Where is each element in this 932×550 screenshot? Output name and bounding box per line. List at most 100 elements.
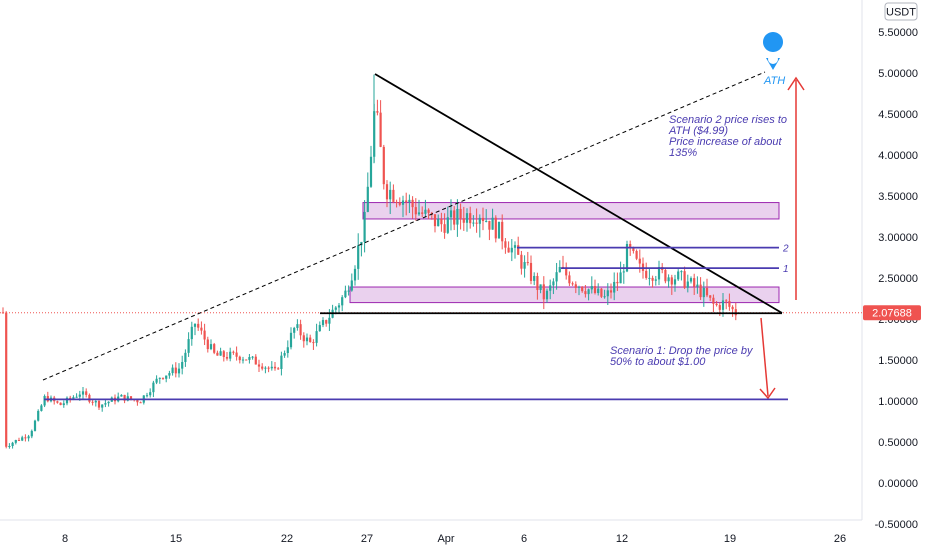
price-tag-label: 2.07688	[872, 308, 912, 320]
y-tick-label: 1.00000	[878, 396, 918, 408]
y-tick-label: 2.50000	[878, 273, 918, 285]
candle-body	[654, 279, 657, 281]
candle-body	[517, 245, 520, 255]
drawings-group: ATH Scenario 2 price rises to ATH ($4.99…	[42, 32, 805, 400]
candle-body	[491, 217, 494, 230]
candle-body	[347, 290, 350, 292]
candle-body	[81, 391, 85, 395]
candle-body	[629, 243, 632, 248]
candle-body	[504, 241, 507, 248]
candle-body	[101, 404, 104, 408]
scenario2-line-4: 135%	[669, 147, 697, 159]
candle-body	[446, 217, 449, 233]
candle-body	[88, 394, 91, 402]
candle-body	[37, 410, 40, 421]
y-tick-label: 5.50000	[878, 27, 918, 39]
candle-body	[584, 291, 587, 295]
candle-body	[161, 377, 165, 379]
candle-body	[40, 405, 43, 411]
candle-body	[193, 323, 197, 327]
candle-body	[357, 245, 360, 269]
candle-body	[62, 403, 65, 406]
candle-body	[139, 402, 142, 404]
y-axis-ticks: 5.50000 5.00000 4.50000 4.00000 3.50000 3.000…	[875, 27, 918, 531]
candle-body	[462, 218, 465, 223]
candle-body	[398, 202, 401, 205]
scenario1-arrow-head	[759, 387, 776, 400]
candle-body	[382, 146, 385, 185]
candle-body	[222, 351, 225, 358]
candle-body	[705, 287, 709, 296]
scenario2-line-1: Scenario 2 price rises to	[669, 114, 787, 126]
candle-body	[449, 210, 453, 218]
candle-body	[613, 281, 616, 293]
candle-body	[533, 275, 536, 281]
ath-label: ATH	[763, 75, 785, 87]
candle-body	[27, 436, 30, 439]
candle-body	[165, 375, 168, 379]
candle-body	[632, 247, 635, 252]
candle-body	[622, 271, 625, 273]
candle-body	[641, 263, 645, 271]
candle-body	[177, 368, 181, 374]
y-tick-label: 1.50000	[878, 355, 918, 367]
candle-body	[651, 277, 654, 281]
candle-body	[574, 284, 577, 288]
candle-body	[581, 286, 584, 292]
candle-body	[94, 400, 97, 403]
candle-body	[558, 267, 561, 273]
scenario2-line-3: Price increase of about	[669, 136, 782, 148]
x-tick-label: 27	[361, 533, 373, 545]
candle-body	[376, 111, 379, 113]
candle-body	[257, 364, 261, 367]
candle-body	[469, 213, 472, 224]
candle-body	[293, 327, 296, 333]
candle-body	[321, 320, 325, 326]
candle-body	[520, 254, 523, 269]
candle-body	[200, 327, 203, 331]
candle-body	[245, 359, 248, 361]
y-tick-label: -0.50000	[875, 519, 918, 531]
y-tick-label: 0.50000	[878, 437, 918, 449]
candle-body	[571, 283, 574, 285]
candle-body	[334, 307, 337, 310]
candle-body	[136, 399, 139, 403]
candle-body	[648, 277, 651, 279]
candle-body	[168, 373, 171, 376]
candle-body	[433, 214, 437, 227]
candle-body	[302, 335, 305, 342]
candle-body	[385, 184, 389, 200]
candle-body	[549, 285, 552, 291]
candle-body	[309, 337, 312, 343]
candle-body	[472, 222, 475, 224]
candle-body	[552, 281, 555, 286]
candle-body	[635, 251, 638, 259]
candle-body	[475, 222, 478, 224]
candle-body	[171, 367, 174, 374]
currency-badge	[884, 2, 918, 21]
candle-body	[638, 258, 641, 264]
candle-body	[670, 277, 673, 285]
candle-body	[555, 272, 558, 282]
candle-body	[667, 277, 670, 282]
y-tick-label: 3.50000	[878, 191, 918, 203]
candle-body	[219, 351, 222, 356]
candle-body	[328, 317, 331, 324]
x-axis-ticks: 8 15 22 27 Apr 6 12 19 26	[62, 533, 846, 545]
candle-body	[437, 218, 440, 227]
candle-body	[699, 284, 702, 298]
candle-body	[664, 269, 667, 282]
price-tag: 2.07688	[863, 305, 921, 321]
candle-body	[232, 351, 235, 353]
candle-body	[72, 397, 75, 399]
x-tick-label: 8	[62, 533, 68, 545]
candle-body	[344, 290, 347, 298]
candle-body	[155, 378, 158, 383]
candle-body	[251, 356, 254, 358]
candle-body	[513, 245, 517, 248]
candle-body	[17, 440, 21, 442]
candle-body	[456, 208, 459, 225]
candle-body	[725, 300, 728, 302]
candle-body	[625, 243, 629, 272]
candle-body	[206, 339, 209, 350]
